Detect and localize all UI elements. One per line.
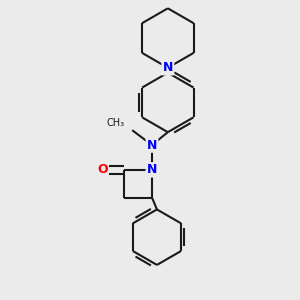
Text: N: N	[147, 163, 157, 176]
Text: N: N	[147, 139, 157, 152]
Text: CH₃: CH₃	[106, 118, 124, 128]
Text: O: O	[97, 163, 108, 176]
Text: N: N	[163, 61, 173, 74]
